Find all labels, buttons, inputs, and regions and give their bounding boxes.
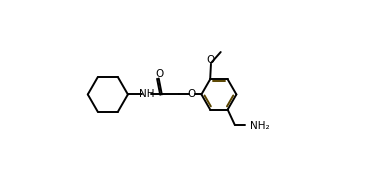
Text: NH: NH xyxy=(139,89,154,99)
Text: O: O xyxy=(207,55,215,65)
Text: O: O xyxy=(188,89,196,99)
Text: O: O xyxy=(155,69,163,79)
Text: NH₂: NH₂ xyxy=(250,121,269,131)
